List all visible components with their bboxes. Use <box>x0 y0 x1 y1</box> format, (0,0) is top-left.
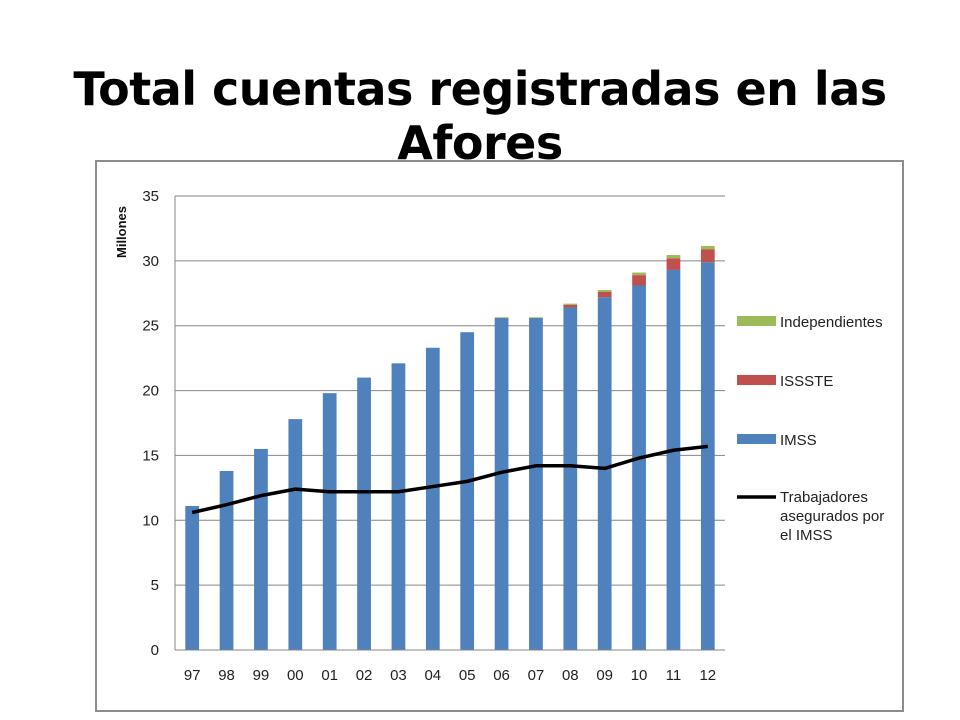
bar-independientes <box>494 317 509 319</box>
bar-imss <box>563 307 578 650</box>
legend: Independientes ISSSTE IMSS Trabajadores aseg… <box>737 314 884 544</box>
bar-imss <box>529 317 543 650</box>
bar-issste <box>597 291 612 298</box>
x-tick-label: 00 <box>287 667 304 684</box>
x-tick-label: 12 <box>699 667 716 684</box>
x-tick-label: 07 <box>528 667 545 684</box>
bar-imss <box>357 377 371 650</box>
bar-independientes <box>597 290 612 292</box>
legend-independientes-swatch <box>737 316 776 326</box>
line-trabajadores-asegurados <box>191 444 709 515</box>
bar-independientes <box>529 317 543 319</box>
bar-imss <box>666 269 681 650</box>
y-tick-label: 10 <box>142 512 159 529</box>
bar-issste <box>563 304 578 308</box>
y-axis-title: Millones <box>114 206 129 258</box>
legend-issste-label: ISSSTE <box>780 373 833 390</box>
x-tick-label: 03 <box>390 667 407 684</box>
bar-imss <box>185 506 200 650</box>
bar-independientes <box>666 255 681 259</box>
bar-imss <box>425 347 440 650</box>
bar-imss <box>460 332 475 650</box>
y-tick-label: 30 <box>142 253 159 270</box>
bar-independientes <box>563 303 578 305</box>
y-tick-label: 20 <box>142 383 159 400</box>
bar-imss <box>288 419 303 650</box>
bar-imss <box>322 393 337 650</box>
legend-trabajadores-label: Trabajadores <box>780 489 868 506</box>
x-tick-label: 99 <box>253 667 270 684</box>
y-tick-label: 35 <box>142 188 159 205</box>
bar-imss <box>597 297 612 650</box>
legend-issste-swatch <box>737 375 776 385</box>
bar-imss <box>219 470 234 650</box>
x-tick-label: 97 <box>184 667 201 684</box>
x-tick-label: 09 <box>596 667 613 684</box>
bar-imss <box>494 317 509 650</box>
legend-imss-label: IMSS <box>780 432 817 449</box>
x-tick-label: 04 <box>424 667 441 684</box>
x-tick-label: 10 <box>631 667 648 684</box>
legend-trabajadores-label: asegurados por <box>780 508 884 525</box>
slide-title: Total cuentas registradas en las Afores <box>73 62 887 170</box>
x-tick-label: 05 <box>459 667 476 684</box>
y-tick-label: 5 <box>151 577 159 594</box>
x-tick-label: 06 <box>493 667 510 684</box>
bar-issste <box>666 258 681 270</box>
line-series <box>191 444 709 515</box>
y-tick-label: 15 <box>142 447 159 464</box>
x-tick-label: 98 <box>218 667 235 684</box>
x-tick-label: 08 <box>562 667 579 684</box>
bars <box>185 245 715 650</box>
legend-trabajadores-label: el IMSS <box>780 527 833 544</box>
bar-issste <box>632 275 646 286</box>
bar-imss <box>632 285 646 650</box>
y-tick-label: 25 <box>142 318 159 335</box>
bar-imss <box>254 448 268 650</box>
bar-imss <box>391 363 406 650</box>
bar-imss <box>700 262 715 650</box>
legend-imss-swatch <box>737 434 776 444</box>
bar-independientes <box>700 245 715 250</box>
legend-independientes-label: Independientes <box>780 314 883 331</box>
x-tick-label: 11 <box>666 667 682 684</box>
y-tick-label: 0 <box>151 642 159 659</box>
x-tick-label: 01 <box>321 667 338 684</box>
bar-issste <box>700 249 715 263</box>
bar-independientes <box>632 272 646 276</box>
x-tick-label: 02 <box>356 667 373 684</box>
